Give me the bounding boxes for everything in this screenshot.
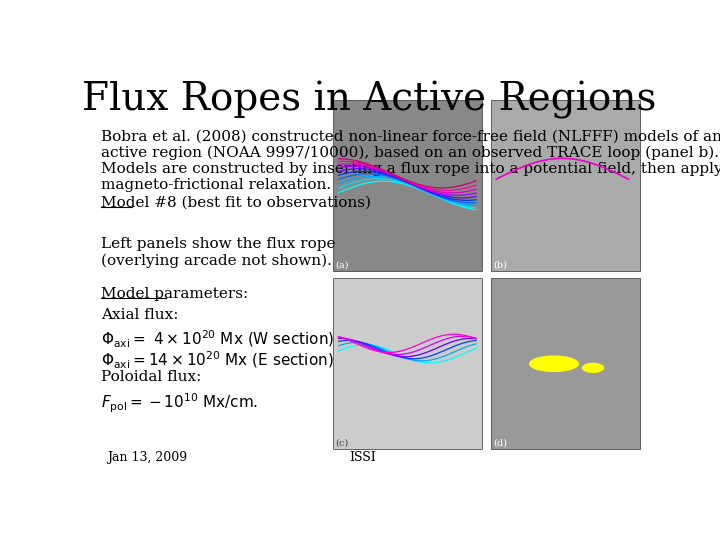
- Text: ISSI: ISSI: [349, 451, 377, 464]
- Ellipse shape: [582, 363, 604, 373]
- Text: Jan 13, 2009: Jan 13, 2009: [107, 451, 187, 464]
- Bar: [333, 278, 482, 449]
- Text: $\Phi_{\rm axi}$$ = 14\times10^{20}$ Mx (E section): $\Phi_{\rm axi}$$ = 14\times10^{20}$ Mx …: [101, 349, 334, 371]
- Text: Poloidal flux:: Poloidal flux:: [101, 370, 202, 384]
- Text: Axial flux:: Axial flux:: [101, 308, 179, 322]
- Bar: [490, 278, 639, 449]
- Text: Model parameters:: Model parameters:: [101, 287, 248, 301]
- Text: Left panels show the flux rope
(overlying arcade not shown).: Left panels show the flux rope (overlyin…: [101, 238, 336, 268]
- Text: (c): (c): [336, 438, 348, 447]
- Text: Flux Ropes in Active Regions: Flux Ropes in Active Regions: [82, 82, 656, 119]
- Text: Bobra et al. (2008) constructed non-linear force-free field (NLFFF) models of an: Bobra et al. (2008) constructed non-line…: [101, 129, 720, 192]
- Text: (d): (d): [493, 438, 508, 447]
- Text: (b): (b): [493, 260, 508, 269]
- Text: (a): (a): [336, 260, 349, 269]
- Bar: [490, 100, 639, 272]
- Text: Model #8 (best fit to observations): Model #8 (best fit to observations): [101, 196, 372, 210]
- Text: $F_{\rm pol}$$ = -10^{10}$ Mx/cm.: $F_{\rm pol}$$ = -10^{10}$ Mx/cm.: [101, 391, 258, 415]
- Bar: [333, 100, 482, 272]
- Text: $\Phi_{\rm axi}$$ =\ 4\times10^{20}$ Mx (W section): $\Phi_{\rm axi}$$ =\ 4\times10^{20}$ Mx …: [101, 329, 335, 350]
- Ellipse shape: [529, 355, 579, 372]
